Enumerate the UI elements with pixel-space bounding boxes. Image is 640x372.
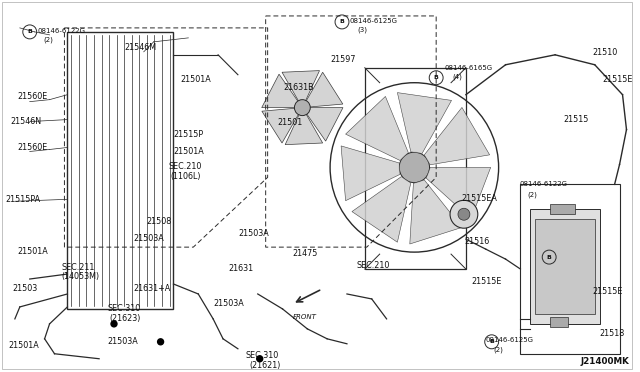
Polygon shape bbox=[346, 96, 408, 160]
Text: 21546M: 21546M bbox=[124, 43, 156, 52]
Text: 21501: 21501 bbox=[278, 118, 303, 126]
Polygon shape bbox=[410, 180, 462, 244]
Text: SEC.211: SEC.211 bbox=[61, 263, 95, 272]
Text: 21501A: 21501A bbox=[18, 247, 49, 256]
Text: 21631: 21631 bbox=[228, 264, 253, 273]
Text: 08146-6122G: 08146-6122G bbox=[520, 182, 568, 187]
Bar bbox=[535, 219, 595, 314]
Text: SEC.210: SEC.210 bbox=[357, 261, 390, 270]
Polygon shape bbox=[341, 146, 400, 201]
Text: SEC.210: SEC.210 bbox=[168, 163, 202, 171]
Circle shape bbox=[257, 356, 262, 362]
Circle shape bbox=[157, 339, 164, 345]
Text: J21400MK: J21400MK bbox=[580, 357, 630, 366]
Text: B: B bbox=[340, 19, 344, 25]
Text: 21503A: 21503A bbox=[107, 337, 138, 346]
Text: 21560E: 21560E bbox=[18, 142, 48, 151]
Bar bbox=[531, 209, 600, 324]
Text: 21631B: 21631B bbox=[284, 83, 314, 92]
Polygon shape bbox=[305, 72, 343, 107]
Text: 21501A: 21501A bbox=[8, 341, 38, 350]
Circle shape bbox=[111, 321, 117, 327]
Text: (14053M): (14053M) bbox=[61, 272, 100, 281]
Text: 21515EA: 21515EA bbox=[461, 194, 497, 203]
Text: 21510: 21510 bbox=[593, 48, 618, 57]
Text: 21475: 21475 bbox=[292, 249, 318, 258]
Text: SEC.310: SEC.310 bbox=[246, 351, 279, 360]
Circle shape bbox=[450, 200, 478, 228]
Text: (1106L): (1106L) bbox=[170, 172, 201, 182]
Bar bbox=[67, 32, 173, 309]
Text: 08146-6125G: 08146-6125G bbox=[486, 337, 534, 343]
Bar bbox=[365, 68, 466, 269]
Text: (2): (2) bbox=[44, 37, 54, 44]
Text: 21515: 21515 bbox=[563, 115, 588, 124]
Polygon shape bbox=[262, 74, 299, 108]
Text: 21503A: 21503A bbox=[213, 299, 244, 308]
Text: 21518: 21518 bbox=[600, 329, 625, 338]
Circle shape bbox=[399, 152, 429, 183]
Text: 21503A: 21503A bbox=[238, 229, 269, 238]
Bar bbox=[520, 185, 620, 354]
Text: 21501A: 21501A bbox=[180, 75, 211, 84]
Polygon shape bbox=[397, 93, 452, 154]
Polygon shape bbox=[285, 113, 323, 145]
Bar bbox=[550, 204, 575, 214]
Text: 21597: 21597 bbox=[330, 55, 356, 64]
Text: 08146-6165G: 08146-6165G bbox=[444, 65, 492, 71]
Polygon shape bbox=[424, 108, 490, 165]
Polygon shape bbox=[426, 167, 491, 219]
Text: B: B bbox=[28, 29, 32, 34]
Text: 08146-6122G: 08146-6122G bbox=[38, 28, 86, 34]
Text: (2): (2) bbox=[493, 347, 504, 353]
Text: 21515P: 21515P bbox=[173, 129, 204, 138]
Text: 21503: 21503 bbox=[12, 284, 37, 293]
Text: 08146-6125G: 08146-6125G bbox=[350, 18, 398, 24]
Text: 21501A: 21501A bbox=[173, 147, 204, 157]
Text: 21508: 21508 bbox=[147, 217, 172, 226]
Text: B: B bbox=[489, 339, 494, 344]
Bar bbox=[550, 317, 568, 327]
Text: 21631+A: 21631+A bbox=[134, 284, 171, 293]
Text: 21546N: 21546N bbox=[10, 116, 41, 126]
Polygon shape bbox=[262, 108, 300, 143]
Text: 21503A: 21503A bbox=[134, 234, 164, 243]
Text: 21515PA: 21515PA bbox=[5, 195, 40, 204]
Text: (4): (4) bbox=[452, 74, 462, 80]
Polygon shape bbox=[306, 108, 343, 141]
Text: B: B bbox=[434, 75, 438, 80]
Circle shape bbox=[458, 208, 470, 220]
Polygon shape bbox=[282, 71, 319, 102]
Text: 21515E: 21515E bbox=[472, 277, 502, 286]
Text: 21560E: 21560E bbox=[18, 92, 48, 101]
Text: 21516: 21516 bbox=[464, 237, 489, 246]
Text: 21515E: 21515E bbox=[593, 287, 623, 296]
Text: FRONT: FRONT bbox=[292, 314, 316, 320]
Text: B: B bbox=[547, 254, 552, 260]
Text: (21621): (21621) bbox=[250, 361, 281, 370]
Text: (2): (2) bbox=[527, 191, 537, 198]
Circle shape bbox=[294, 100, 310, 116]
Text: 21515E: 21515E bbox=[603, 75, 633, 84]
Text: (3): (3) bbox=[358, 27, 368, 33]
Text: SEC.310: SEC.310 bbox=[107, 304, 140, 313]
Polygon shape bbox=[352, 177, 411, 242]
Text: (21623): (21623) bbox=[109, 314, 140, 323]
